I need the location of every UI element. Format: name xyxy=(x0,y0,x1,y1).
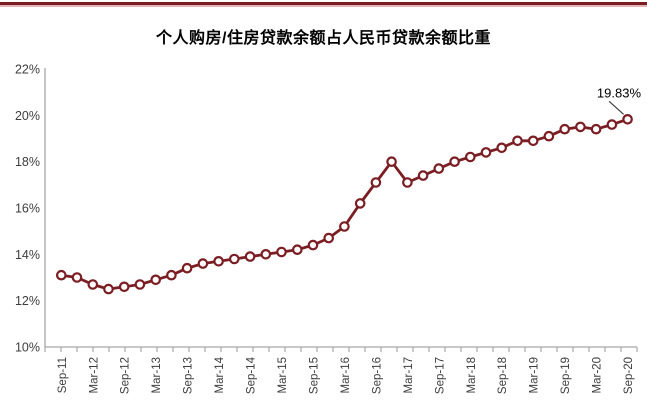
data-point-marker xyxy=(575,121,586,133)
x-axis-label: Mar-14 xyxy=(214,356,226,393)
trend-line xyxy=(61,117,629,291)
y-axis-label: 18% xyxy=(15,155,40,169)
data-point-marker xyxy=(229,253,240,265)
data-point-marker xyxy=(449,156,460,167)
x-axis-label: Sep-18 xyxy=(497,357,509,394)
data-point-marker xyxy=(181,262,193,274)
data-point-marker xyxy=(244,251,256,262)
top-border-accent-line xyxy=(0,5,647,7)
x-axis-label: Sep-12 xyxy=(120,357,132,394)
x-axis-label: Sep-14 xyxy=(246,356,258,394)
x-axis-label: Mar-20 xyxy=(592,357,604,393)
y-axis-label: 14% xyxy=(15,248,40,262)
x-axis-label: Sep-17 xyxy=(434,357,446,394)
data-point-marker xyxy=(276,246,287,258)
x-axis-label: Mar-19 xyxy=(529,357,541,393)
data-point-marker xyxy=(134,279,146,290)
data-point-marker xyxy=(512,135,523,147)
data-point-marker xyxy=(480,147,492,158)
x-axis-label: Sep-20 xyxy=(623,357,635,394)
data-point-marker xyxy=(496,142,507,154)
data-point-marker xyxy=(622,114,633,125)
data-point-marker xyxy=(464,151,476,163)
data-point-marker xyxy=(55,269,67,281)
annotation-label: 19.83% xyxy=(597,85,642,100)
data-point-marker xyxy=(527,135,539,147)
x-axis-label: Sep-11 xyxy=(57,357,69,393)
data-point-marker xyxy=(213,255,224,267)
y-axis-label: 22% xyxy=(15,63,40,77)
data-point-marker xyxy=(150,274,161,286)
x-axis-label: Mar-16 xyxy=(340,357,352,393)
data-point-marker xyxy=(543,130,555,142)
data-point-marker xyxy=(386,156,397,167)
x-axis-label: Mar-15 xyxy=(277,357,289,393)
data-point-marker xyxy=(118,281,130,293)
data-point-marker xyxy=(323,232,334,244)
data-point-marker xyxy=(354,198,366,209)
data-point-marker xyxy=(87,279,99,290)
data-point-marker xyxy=(291,244,303,255)
y-axis-label: 20% xyxy=(15,109,40,123)
x-axis-label: Mar-18 xyxy=(466,357,478,393)
x-axis-label: Mar-13 xyxy=(151,357,163,393)
x-axis-label: Sep-16 xyxy=(371,357,383,394)
data-point-marker xyxy=(559,123,570,135)
data-point-marker xyxy=(307,239,319,251)
data-point-marker xyxy=(339,221,350,232)
annotation-leader-line xyxy=(608,100,624,115)
y-axis-label: 16% xyxy=(15,202,40,216)
top-border-line xyxy=(0,2,647,5)
data-point-marker xyxy=(103,283,114,295)
y-axis-label: 12% xyxy=(15,294,40,308)
x-axis-label: Mar-12 xyxy=(88,357,100,393)
data-point-marker xyxy=(590,123,602,135)
chart-title: 个人购房/住房贷款余额占人民币贷款余额比重 xyxy=(156,30,491,47)
data-point-marker xyxy=(370,177,382,188)
data-point-marker xyxy=(433,163,445,174)
data-point-marker xyxy=(71,272,83,283)
data-point-marker xyxy=(606,119,618,130)
data-point-marker xyxy=(417,170,429,181)
data-point-marker xyxy=(402,177,413,188)
x-axis-label: Sep-13 xyxy=(183,357,195,394)
y-axis-label: 10% xyxy=(15,341,40,355)
data-point-marker xyxy=(260,249,272,260)
x-axis-label: Sep-19 xyxy=(560,357,572,394)
x-axis-label: Sep-15 xyxy=(308,357,320,394)
data-point-marker xyxy=(197,258,209,269)
x-axis-label: Mar-17 xyxy=(403,357,415,393)
data-point-marker xyxy=(166,269,177,281)
